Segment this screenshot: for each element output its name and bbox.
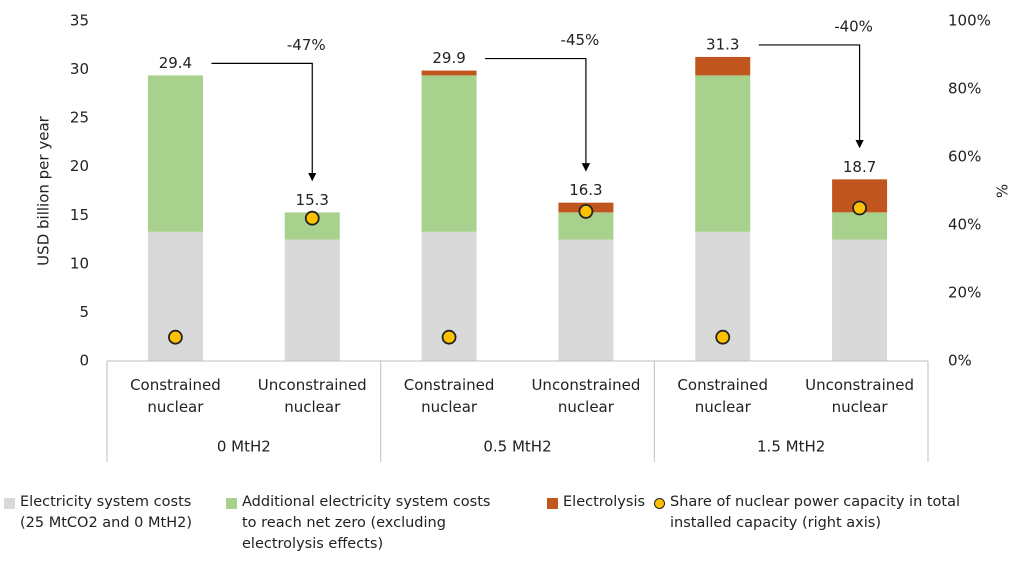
share-marker (578, 203, 594, 219)
legend-swatch (654, 498, 665, 509)
x-tick-label: Constrained nuclear (403, 376, 495, 416)
total-label: 29.9 (432, 49, 465, 67)
group-label: 0.5 MtH2 (483, 438, 551, 456)
reduction-label: -47% (287, 36, 326, 54)
bar-segment (147, 75, 203, 232)
x-tick-label: Unconstrained nuclear (531, 376, 641, 416)
x-tick-label: Constrained nuclear (677, 376, 769, 416)
y2-tick-label: 40% (948, 216, 981, 234)
share-marker (168, 329, 183, 345)
legend-label: Share of nuclear power capacity in total… (670, 494, 961, 531)
legend-label: Electricity system costs (25 MtCO2 and 0… (20, 494, 192, 531)
total-label: 29.4 (159, 54, 192, 72)
y-tick-label: 20 (70, 157, 89, 175)
bar-segment (558, 239, 614, 361)
y2-tick-label: 60% (948, 148, 981, 166)
y2-tick-label: 20% (948, 284, 981, 302)
bar-segment (832, 239, 888, 361)
total-label: 31.3 (706, 35, 739, 53)
y-tick-label: 25 (70, 109, 89, 127)
x-tick-label: Unconstrained nuclear (805, 376, 915, 416)
bar-segment (832, 212, 888, 240)
bar-segment (695, 75, 751, 232)
reduction-arrow (211, 62, 317, 182)
total-label: 18.7 (843, 158, 876, 176)
bar-segment (421, 75, 477, 232)
total-label: 16.3 (569, 181, 602, 199)
y2-axis-title: % (994, 184, 1012, 198)
y-tick-label: 15 (70, 206, 89, 224)
bar-segment (695, 56, 751, 76)
share-marker (715, 329, 731, 345)
x-tick-label: Unconstrained nuclear (257, 376, 367, 416)
reduction-label: -45% (561, 31, 600, 49)
reduction-arrow (485, 57, 591, 172)
group-label: 0 MtH2 (217, 438, 271, 456)
x-tick-label: Constrained nuclear (130, 376, 221, 416)
y2-tick-label: 0% (948, 352, 972, 370)
total-label: 15.3 (296, 191, 329, 209)
bar-segment (421, 70, 477, 76)
share-marker (304, 210, 320, 226)
y-tick-label: 35 (70, 12, 89, 30)
legend-swatch (547, 498, 558, 509)
y-tick-label: 10 (70, 254, 89, 272)
y-tick-label: 0 (79, 352, 89, 370)
reduction-label: -40% (834, 17, 873, 35)
share-marker (852, 200, 867, 216)
bar-segment (284, 239, 340, 361)
y-tick-label: 30 (70, 60, 89, 78)
group-label: 1.5 MtH2 (757, 438, 825, 456)
share-marker (441, 329, 457, 345)
legend-label: Additional electricity system costs to r… (242, 494, 491, 552)
y2-tick-label: 80% (948, 80, 981, 98)
legend-swatch (4, 498, 15, 509)
y-tick-label: 5 (79, 303, 89, 321)
reduction-arrow (758, 44, 864, 149)
legend-label: Electrolysis (563, 494, 646, 510)
legend-swatch (226, 498, 237, 509)
y-axis-title: USD billion per year (35, 115, 53, 265)
y2-tick-label: 100% (948, 12, 991, 30)
